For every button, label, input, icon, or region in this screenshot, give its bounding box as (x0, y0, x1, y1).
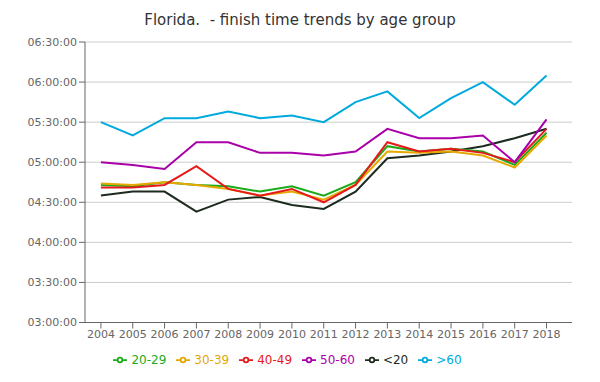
svg-text:2017: 2017 (501, 328, 529, 341)
svg-text:2012: 2012 (342, 328, 370, 341)
svg-text:2004: 2004 (87, 328, 115, 341)
html-text:40-49: 40-49 (257, 352, 292, 367)
svg-text:2013: 2013 (373, 328, 401, 341)
svg-text:2011: 2011 (310, 328, 338, 341)
svg-text:06:00:00: 06:00:00 (28, 76, 77, 89)
svg-text:05:00:00: 05:00:00 (28, 156, 77, 169)
html-text:50-60: 50-60 (320, 352, 355, 367)
svg-text:06:30:00: 06:30:00 (28, 36, 77, 49)
svg-text:2005: 2005 (119, 328, 147, 341)
html-text:Florida. - finish time trends: Florida. - finish time trends by age gro… (144, 11, 456, 29)
svg-text:05:30:00: 05:30:00 (28, 116, 77, 129)
svg-text:2006: 2006 (151, 328, 179, 341)
svg-text:04:30:00: 04:30:00 (28, 196, 77, 209)
svg-text:2010: 2010 (278, 328, 306, 341)
svg-text:2016: 2016 (469, 328, 497, 341)
svg-text:04:00:00: 04:00:00 (28, 236, 77, 249)
html-text:<20: <20 (382, 352, 409, 367)
svg-text:2018: 2018 (533, 328, 561, 341)
svg-text:2008: 2008 (214, 328, 242, 341)
html-text:>60: >60 (436, 352, 462, 367)
svg-text:2009: 2009 (246, 328, 274, 341)
svg-text:03:30:00: 03:30:00 (28, 276, 77, 289)
html-text:20-29: 20-29 (131, 352, 167, 367)
html-text:30-39: 30-39 (194, 352, 230, 367)
svg-text:2015: 2015 (437, 328, 465, 341)
svg-text:2007: 2007 (182, 328, 210, 341)
svg-text:2014: 2014 (405, 328, 433, 341)
svg-text:03:00:00: 03:00:00 (28, 316, 77, 329)
